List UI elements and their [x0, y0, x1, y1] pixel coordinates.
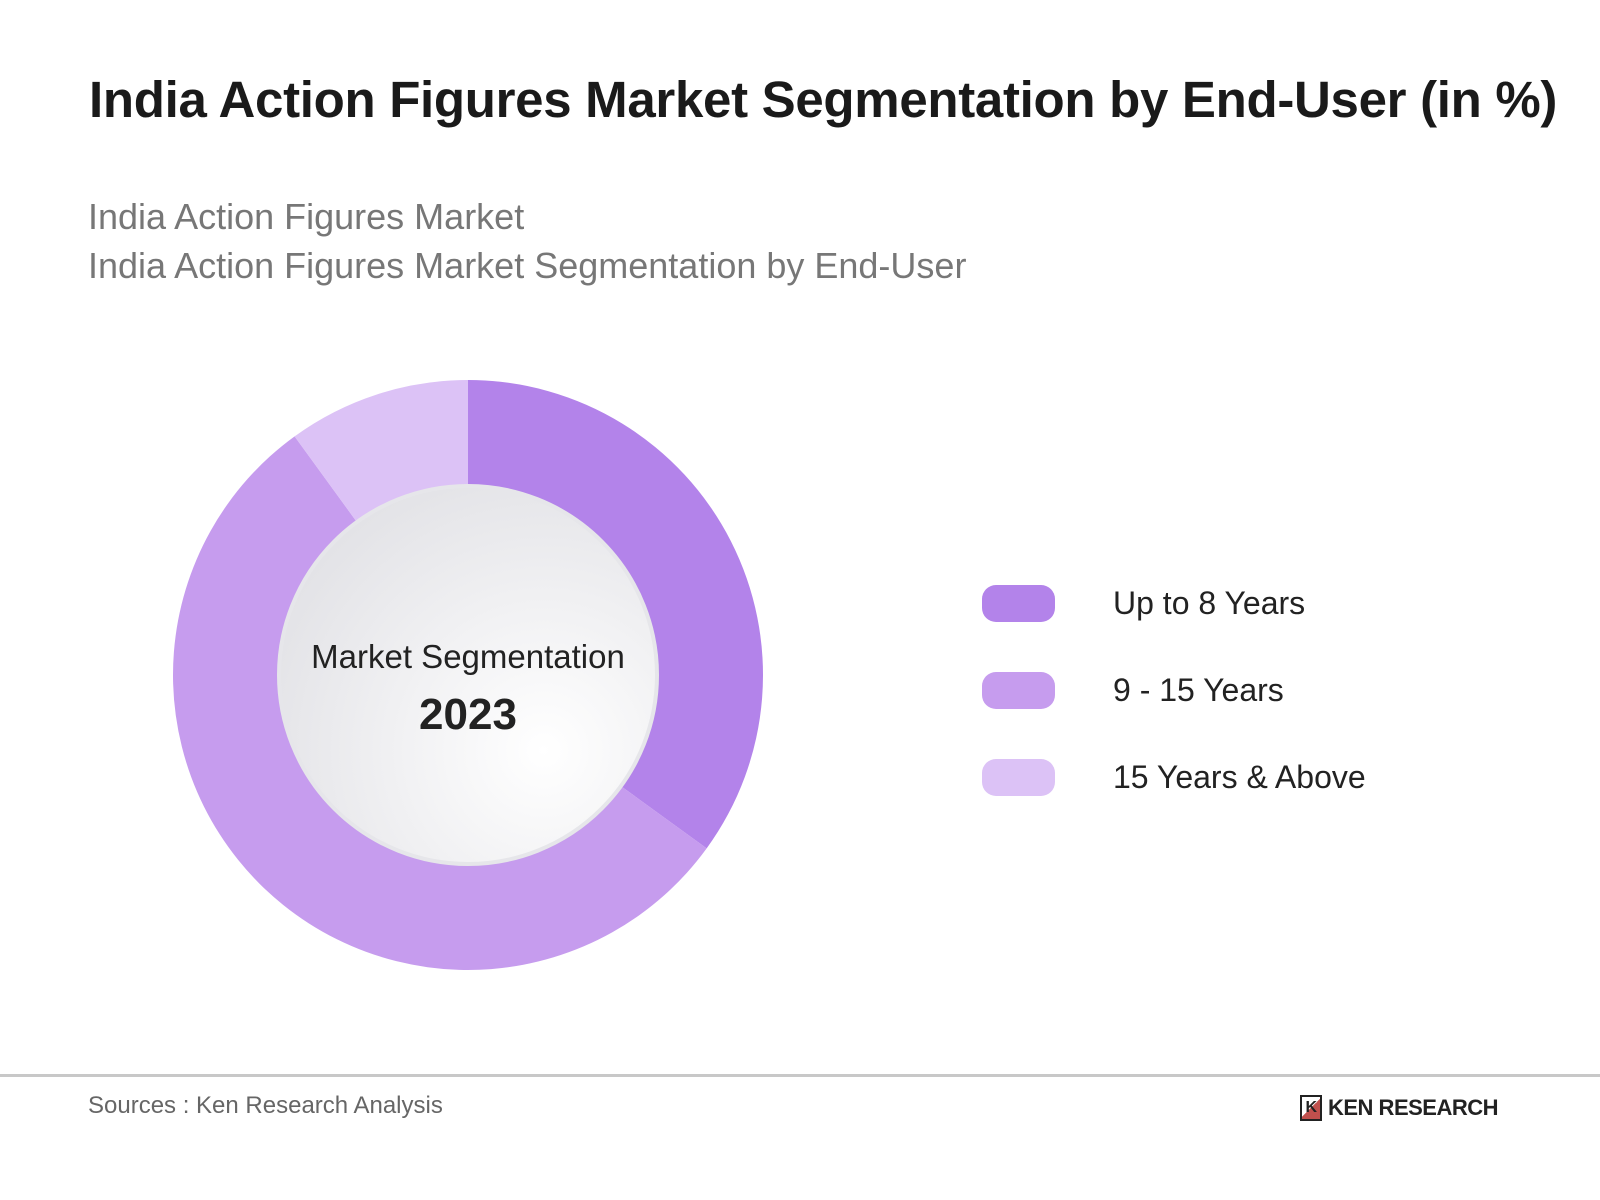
legend-label: Up to 8 Years	[1113, 585, 1306, 621]
source-note: Sources : Ken Research Analysis	[88, 1092, 443, 1119]
donut-center	[277, 484, 659, 866]
legend-label: 15 Years & Above	[1113, 759, 1366, 795]
chart-subtitle-1: India Action Figures Market	[88, 196, 525, 237]
center-label: Market Segmentation	[311, 638, 625, 675]
legend-item: 15 Years & Above	[982, 734, 1366, 821]
chart-title: India Action Figures Market Segmentation…	[89, 71, 1558, 128]
legend-item: 9 - 15 Years	[982, 647, 1366, 734]
donut-slice-2	[294, 380, 468, 523]
chart-subtitle-2: India Action Figures Market Segmentation…	[88, 245, 967, 286]
legend-swatch	[982, 759, 1055, 796]
legend-swatch	[982, 585, 1055, 622]
donut-slice-1	[172, 436, 707, 971]
legend-swatch	[982, 672, 1055, 709]
donut-slice-0	[468, 380, 763, 849]
legend-item: Up to 8 Years	[982, 560, 1366, 647]
ken-research-logo: K KEN RESEARCH	[1300, 1095, 1499, 1121]
logo-mark-icon: K	[1300, 1095, 1322, 1121]
footer-divider	[0, 1074, 1600, 1077]
logo-text: KEN RESEARCH	[1328, 1095, 1499, 1120]
legend: Up to 8 Years 9 - 15 Years 15 Years & Ab…	[982, 560, 1366, 821]
legend-label: 9 - 15 Years	[1113, 672, 1284, 708]
center-value: 2023	[419, 690, 517, 739]
